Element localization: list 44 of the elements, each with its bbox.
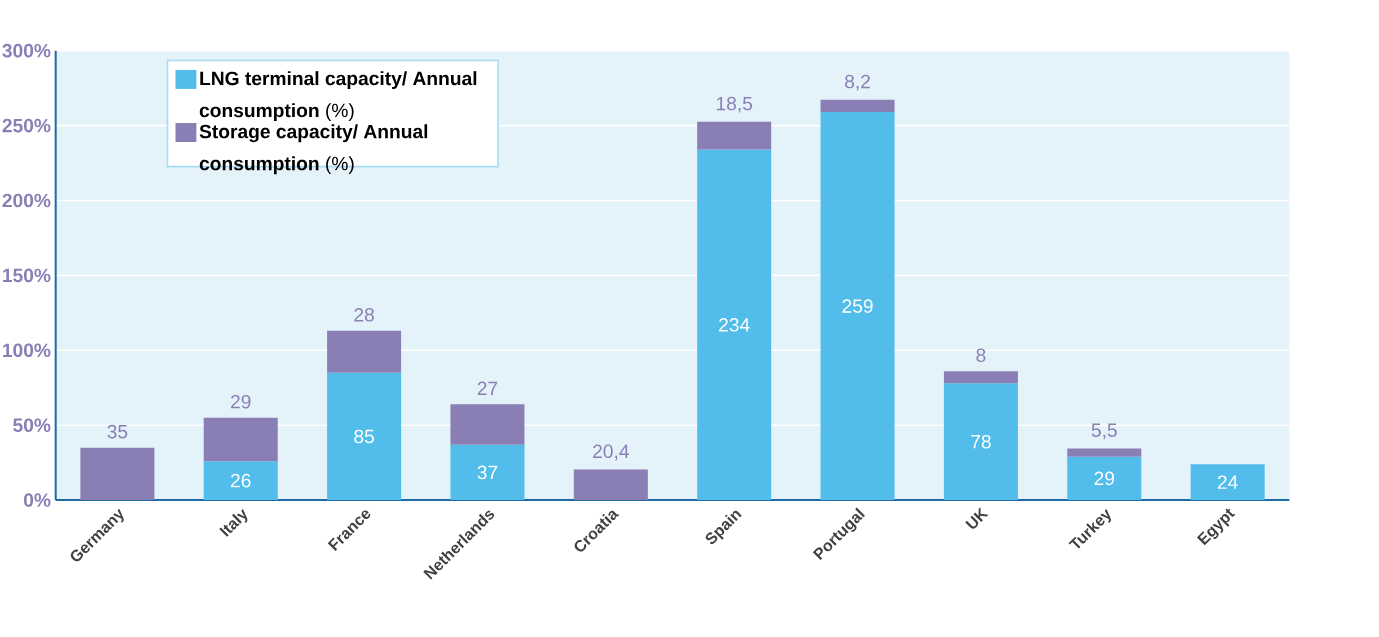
data-label: 8 <box>976 348 986 362</box>
y-tick-label: 250% <box>2 118 51 133</box>
bar <box>820 99 895 112</box>
legend-label: Storage capacity/ Annual consumption (%) <box>199 124 428 174</box>
data-label: 18,5 <box>716 96 753 113</box>
y-tick-label: 0% <box>23 493 51 507</box>
bar <box>327 330 402 373</box>
y-tick-label: 50% <box>13 418 51 432</box>
bar <box>1067 448 1142 457</box>
bar <box>203 417 278 461</box>
bar <box>1190 463 1265 500</box>
data-label: 29 <box>231 394 251 409</box>
y-tick-label: 200% <box>2 193 51 208</box>
y-tick-label: 300% <box>2 43 51 58</box>
bar <box>80 447 155 500</box>
bar <box>327 372 402 500</box>
data-label: 234 <box>719 317 750 332</box>
data-label: 20,4 <box>593 444 629 461</box>
bar <box>943 371 1018 384</box>
data-label: 27 <box>477 381 498 395</box>
data-label: 259 <box>842 299 873 313</box>
bar <box>820 111 895 500</box>
bar <box>697 149 772 500</box>
bar <box>943 383 1018 500</box>
bar <box>450 403 525 445</box>
x-tick-label: UK <box>965 506 989 529</box>
bar <box>450 444 525 500</box>
data-label: 26 <box>231 473 251 488</box>
data-label: 85 <box>354 429 374 443</box>
data-label: 8,2 <box>845 74 870 91</box>
bar <box>573 469 648 500</box>
bar <box>697 121 772 150</box>
data-label: 5,5 <box>1091 423 1117 439</box>
bar <box>203 460 278 500</box>
data-label: 24 <box>1217 475 1238 489</box>
data-label: 37 <box>477 465 498 479</box>
y-tick-label: 150% <box>3 268 51 282</box>
bar <box>1067 456 1142 500</box>
data-label: 35 <box>107 424 128 439</box>
legend-label: LNG terminal capacity/ Annual consumption (%) <box>199 70 477 121</box>
data-label: 78 <box>971 434 991 449</box>
data-label: 28 <box>354 307 374 322</box>
y-tick-label: 100% <box>3 343 51 357</box>
data-label: 29 <box>1094 471 1115 485</box>
